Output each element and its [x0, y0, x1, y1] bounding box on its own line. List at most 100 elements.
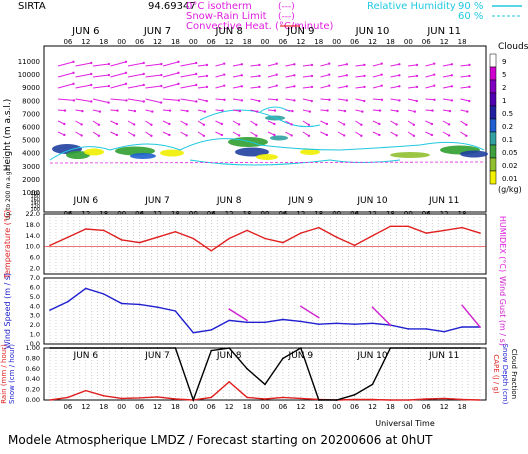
wind-arrow-head — [450, 74, 454, 77]
wind-arrow-head — [395, 123, 398, 126]
wind-arrow-head — [380, 62, 383, 65]
data-point — [282, 318, 284, 321]
wind-arrow-head — [240, 99, 244, 102]
data-point — [425, 347, 428, 349]
wind-arrow-head — [72, 71, 75, 75]
wind-arrow — [372, 63, 382, 67]
panel4-ylabel-r1: CAPE (J / g) — [492, 354, 500, 394]
wind-arrow-head — [398, 85, 401, 88]
y-tick-label: 3.0 — [30, 312, 40, 320]
data-point — [407, 225, 410, 228]
hour-label: 06 — [278, 403, 287, 411]
legend-rh: Relative Humidity — [367, 1, 456, 12]
bottom-hour-labels: 06 12 18 00 06 12 18 00 06 12 18 00 06 12 18 00 06 12 18 00… — [63, 403, 466, 411]
wind-arrow-head — [186, 109, 189, 113]
y-tick-label: 6.0 — [30, 254, 40, 262]
wind-arrow-head — [363, 99, 366, 103]
wind-arrow — [355, 86, 365, 89]
day-label: JUN 9 — [286, 26, 314, 37]
wind-arrow — [442, 74, 452, 78]
hour-label: 06 — [135, 38, 144, 46]
wind-arrow-head — [450, 63, 454, 66]
data-point — [102, 347, 105, 349]
wind-arrow-head — [168, 109, 172, 112]
legend-rh-90: 90 % — [458, 1, 483, 12]
wind-arrow — [442, 85, 452, 89]
data-point — [353, 398, 356, 401]
panel-rain: Rain (mm / hour) Snow (cm / hour) CAPE (… — [0, 344, 518, 428]
y-tick-label: 7.0 — [30, 274, 40, 282]
wind-arrow-head — [258, 63, 261, 67]
hour-label: 00 — [404, 38, 413, 46]
y-tick-label: 0.80 — [26, 354, 40, 362]
panel3-ylabel-right: Wind Gust (m / s) — [498, 276, 507, 346]
data-point — [102, 395, 105, 397]
hour-label: 12 — [440, 38, 449, 46]
wind-arrow-head — [168, 133, 171, 137]
wind-arrow-head — [328, 98, 331, 101]
wind-arrow-head — [177, 99, 181, 102]
wind-arrow — [232, 85, 242, 89]
data-point — [335, 322, 338, 325]
wind-arrow-head — [273, 122, 276, 126]
data-point — [49, 309, 51, 311]
wind-arrow — [442, 63, 452, 67]
wind-arrow — [390, 74, 400, 78]
data-point — [210, 250, 213, 252]
wind-arrow-head — [133, 109, 137, 113]
wind-arrow-head — [413, 110, 417, 113]
wind-arrow-head — [160, 73, 163, 77]
wind-arrow-head — [465, 123, 468, 127]
wind-arrow — [197, 75, 207, 78]
data-point — [228, 237, 230, 240]
clouds-unit: (g/kg) — [498, 185, 522, 194]
wind-plot: 7.06.0 5.04.0 3.02.0 1.00.0 — [30, 274, 481, 348]
wind-arrow-head — [223, 98, 226, 101]
y-tick-label: 14.0 — [26, 232, 40, 240]
wind-arrow-head — [203, 110, 207, 113]
wind-arrow-head — [185, 123, 188, 126]
wind-arrow-head — [222, 84, 226, 87]
wind-arrow — [250, 86, 260, 89]
wind-arrow-head — [195, 100, 198, 103]
wind-arrow — [302, 86, 312, 89]
hour-label: 18 — [386, 38, 395, 46]
wind-arrow-head — [116, 109, 119, 112]
scale-label: 0.02 — [502, 162, 518, 170]
data-point — [443, 397, 445, 400]
data-point — [174, 230, 177, 233]
data-point — [246, 319, 248, 322]
legend-isotherm-box: (---) — [278, 2, 295, 12]
wind-arrow-head — [258, 74, 261, 78]
wind-arrow — [232, 63, 242, 67]
wind-arrow-head — [168, 122, 171, 126]
cloud-blob — [300, 149, 320, 155]
wind-arrow — [337, 74, 347, 78]
wind-arrow-head — [159, 101, 163, 104]
wind-arrow-head — [142, 83, 145, 87]
day-label: JUN 7 — [143, 26, 171, 37]
wind-arrow-head — [412, 134, 416, 138]
scale-swatch — [489, 118, 497, 133]
data-point — [138, 241, 141, 244]
wind-arrow-head — [205, 63, 209, 67]
day-label: JUN 9 — [288, 196, 314, 206]
wind-arrow-head — [360, 134, 363, 138]
wind-arrow — [110, 98, 127, 101]
wind-arrow-head — [363, 63, 366, 67]
data-point — [282, 357, 284, 360]
legend-snowrain-box: (---) — [278, 12, 295, 22]
wind-arrow-head — [202, 123, 206, 127]
scale-label: 0.5 — [502, 110, 513, 118]
hour-label: 00 — [332, 403, 341, 411]
height-tick: 5000 — [22, 137, 40, 145]
y-tick-label: 10.0 — [26, 243, 40, 251]
cloud-blob — [460, 150, 488, 158]
wind-arrow — [390, 63, 400, 67]
hour-label: 18 — [171, 403, 180, 411]
wind-arrow — [320, 74, 330, 78]
wind-arrow-head — [293, 63, 296, 66]
wind-arrow — [127, 73, 144, 78]
wind-arrow-head — [195, 83, 198, 87]
y-tick-label: 1.00 — [26, 344, 40, 352]
